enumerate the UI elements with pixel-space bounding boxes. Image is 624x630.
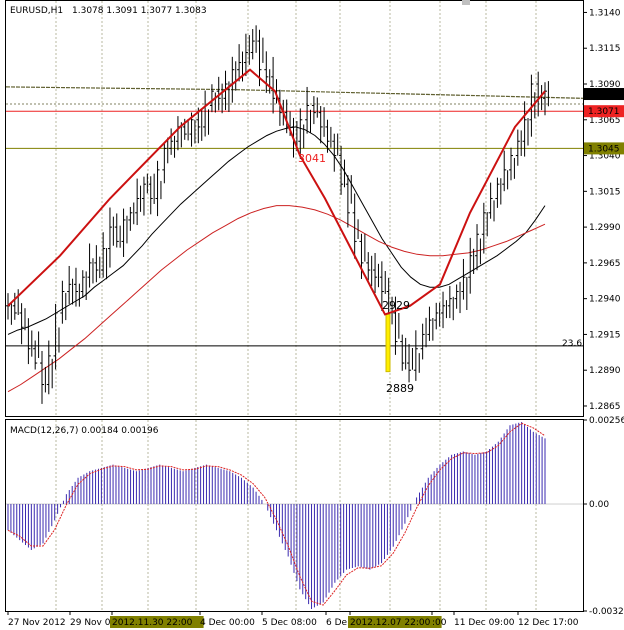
price-tick-label: 1.2890 (589, 366, 621, 376)
price-tick-label: 1.3140 (589, 8, 621, 18)
ma-fast-line (7, 126, 546, 335)
macd-histogram (6, 421, 583, 610)
fib-label: 23.6 (562, 339, 582, 349)
price-tick-label: 1.3015 (589, 187, 621, 197)
chart-shift-marker[interactable] (462, 0, 470, 5)
time-label: 2012.11.30 22:00 (112, 618, 193, 628)
grid-lines (55, 1, 537, 611)
price-tick-label: 1.2865 (589, 402, 621, 412)
macd-label: MACD(12,26,7) 0.00184 0.00196 (10, 426, 159, 436)
price-tick-label: 1.2940 (589, 295, 621, 305)
price-tick-label: 1.3065 (589, 116, 621, 126)
price-axis: 1.3140 1.3115 1.3090 1.3065 1.3040 1.3015 1.29… (583, 8, 621, 412)
price-tag-box (584, 142, 624, 155)
band-top-line (5, 86, 584, 99)
price-pane-frame (5, 0, 584, 417)
zigzag-line (7, 68, 546, 316)
ohlc-values: 1.3078 1.3091 1.3077 1.3083 (72, 6, 207, 16)
price-tag-label: 1.3045 (588, 144, 620, 154)
time-label: 27 Nov 2012 (8, 618, 66, 628)
price-tag-label: 1.3071 (588, 107, 620, 117)
time-label: 11 Dec 09:00 (454, 618, 515, 628)
price-tick-label: 1.2915 (589, 330, 621, 340)
time-axis: 27 Nov 2012 29 Nov 0 2012.11.30 22:00 4 Dec… (7, 611, 579, 628)
time-label: 4 Dec 00:00 (200, 618, 255, 628)
price-tick-label: 1.3040 (589, 152, 621, 162)
macd-tick-label: -0.00326 (589, 607, 624, 617)
symbol-label: EURUSD,H1 (10, 6, 63, 16)
time-label-highlight (110, 616, 204, 628)
macd-tick-label: 0.00 (589, 500, 609, 510)
time-label: 29 Nov 0 (70, 618, 111, 628)
time-label: :00 (432, 618, 447, 628)
moving-averages (7, 126, 546, 393)
time-label: 12 Dec 17:00 (518, 618, 579, 628)
zigzag-label-3041: 3041 (298, 152, 326, 165)
price-tick-label: 1.2990 (589, 223, 621, 233)
zigzag-label-2889: 2889 (386, 382, 414, 395)
zigzag-indicator (7, 68, 546, 316)
price-tags: 1.3083 1.3071 1.3045 (584, 88, 624, 155)
time-label: 6 De (326, 618, 348, 628)
zigzag-label-2929: 2929 (382, 299, 410, 312)
horizontal-levels (5, 86, 584, 347)
price-tick-label: 1.2965 (589, 259, 621, 269)
time-label: 5 Dec 08:00 (262, 618, 317, 628)
macd-axis: 0.00256 0.00 -0.00326 (583, 416, 624, 617)
price-bars (6, 25, 549, 404)
price-tick-label: 1.3090 (589, 80, 621, 90)
price-tag-label: 1.3083 (588, 90, 620, 100)
highlight-bar (385, 313, 391, 373)
ma-slow-line (7, 205, 546, 393)
price-tag-box (584, 88, 624, 101)
macd-signal-line (7, 422, 546, 606)
macd-tick-label: 0.00256 (589, 416, 624, 426)
price-tag-box (584, 105, 624, 118)
price-tick-label: 1.3115 (589, 44, 621, 54)
time-label-highlight (348, 616, 442, 628)
time-label: 2012.12.07 22:00 (350, 618, 431, 628)
